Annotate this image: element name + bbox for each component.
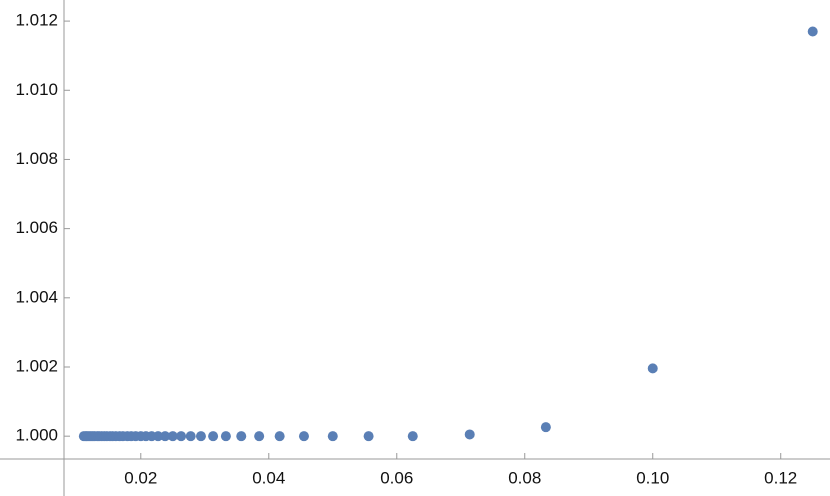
- point: [407, 431, 418, 442]
- point: [167, 431, 178, 442]
- point: [236, 431, 247, 442]
- y-tick-label: 1.006: [15, 218, 58, 237]
- point: [254, 431, 265, 442]
- y-tick-label: 1.000: [15, 426, 58, 445]
- point: [363, 431, 374, 442]
- y-tick-label: 1.010: [15, 80, 58, 99]
- point: [160, 431, 171, 442]
- point: [78, 431, 89, 442]
- point: [647, 363, 658, 374]
- x-tick-label: 0.02: [124, 468, 157, 487]
- y-tick-label: 1.004: [15, 287, 58, 306]
- point: [185, 431, 196, 442]
- point: [195, 431, 206, 442]
- x-tick-label: 0.04: [252, 468, 285, 487]
- point: [208, 431, 219, 442]
- x-tick-label: 0.10: [636, 468, 669, 487]
- point: [807, 26, 818, 37]
- point: [274, 431, 285, 442]
- point: [327, 431, 338, 442]
- x-tick-label: 0.08: [508, 468, 541, 487]
- point: [176, 431, 187, 442]
- point: [220, 431, 231, 442]
- point: [464, 429, 475, 440]
- y-tick-label: 1.002: [15, 356, 58, 375]
- x-tick-label: 0.12: [764, 468, 797, 487]
- y-tick-label: 1.008: [15, 149, 58, 168]
- x-tick-label: 0.06: [380, 468, 413, 487]
- point: [298, 431, 309, 442]
- point: [540, 422, 551, 433]
- y-tick-label: 1.012: [15, 11, 58, 30]
